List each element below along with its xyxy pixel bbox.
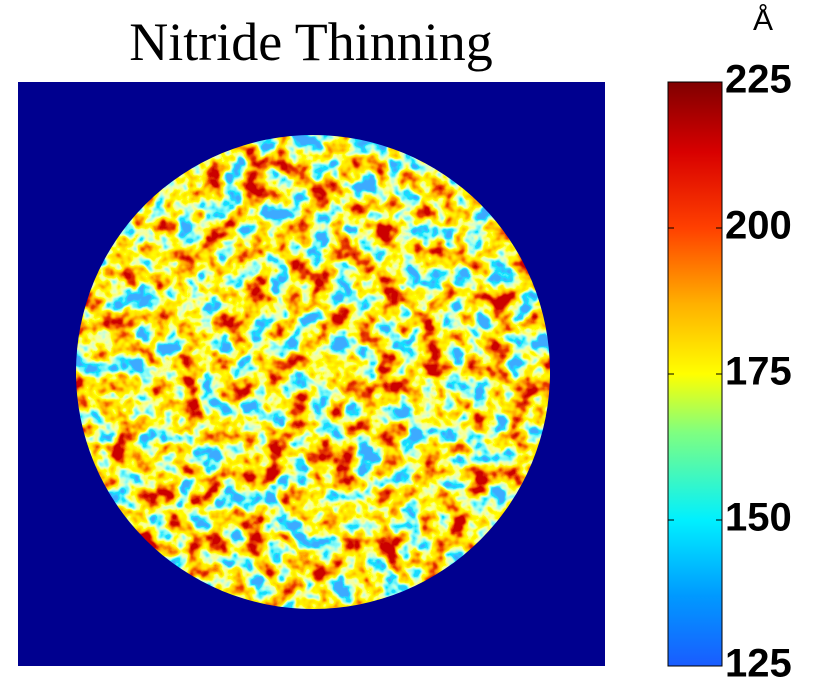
colorbar-tick-label: 200 — [725, 204, 792, 248]
colorbar-tick-label: 125 — [725, 642, 792, 686]
colorbar-tick-label: 225 — [725, 58, 792, 102]
heatmap-image — [76, 135, 550, 609]
chart-title: Nitride Thinning — [129, 12, 492, 72]
heatmap-field — [76, 135, 550, 609]
chart: Nitride Thinning Å 125 150 175 200 225 — [0, 0, 827, 687]
colorbar-tick-label: 175 — [725, 350, 792, 394]
colorbar-label: Å — [753, 4, 773, 37]
colorbar-tick-label: 150 — [725, 496, 792, 540]
colorbar — [668, 82, 722, 666]
